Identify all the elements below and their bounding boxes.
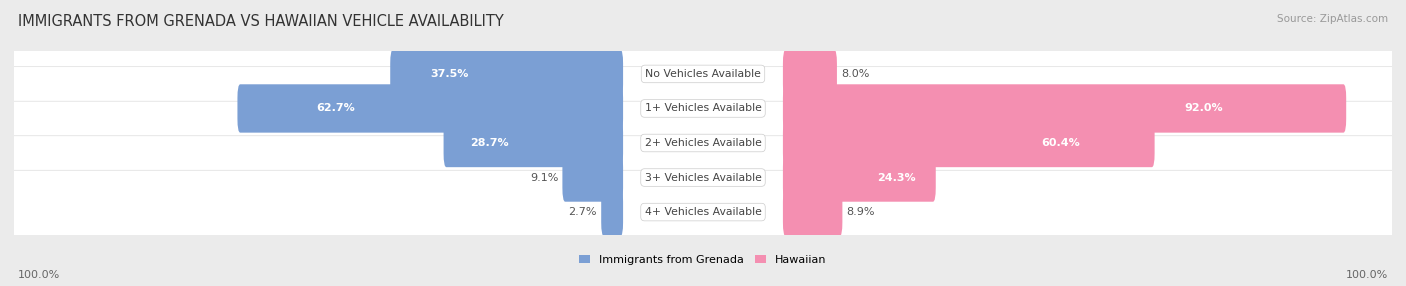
- Text: 2+ Vehicles Available: 2+ Vehicles Available: [644, 138, 762, 148]
- Text: 62.7%: 62.7%: [316, 104, 354, 114]
- FancyBboxPatch shape: [1, 170, 1405, 254]
- Text: 60.4%: 60.4%: [1040, 138, 1080, 148]
- FancyBboxPatch shape: [391, 50, 623, 98]
- FancyBboxPatch shape: [1, 32, 1405, 116]
- FancyBboxPatch shape: [783, 50, 837, 98]
- FancyBboxPatch shape: [783, 119, 1154, 167]
- Text: 100.0%: 100.0%: [1346, 270, 1388, 280]
- Text: 1+ Vehicles Available: 1+ Vehicles Available: [644, 104, 762, 114]
- Text: 8.9%: 8.9%: [846, 207, 875, 217]
- Text: 24.3%: 24.3%: [877, 172, 915, 182]
- Text: 92.0%: 92.0%: [1185, 104, 1223, 114]
- Text: No Vehicles Available: No Vehicles Available: [645, 69, 761, 79]
- Text: 4+ Vehicles Available: 4+ Vehicles Available: [644, 207, 762, 217]
- Text: 37.5%: 37.5%: [430, 69, 470, 79]
- Text: IMMIGRANTS FROM GRENADA VS HAWAIIAN VEHICLE AVAILABILITY: IMMIGRANTS FROM GRENADA VS HAWAIIAN VEHI…: [18, 14, 503, 29]
- Text: 8.0%: 8.0%: [841, 69, 869, 79]
- FancyBboxPatch shape: [783, 84, 1346, 133]
- Text: 100.0%: 100.0%: [18, 270, 60, 280]
- Text: 2.7%: 2.7%: [568, 207, 598, 217]
- FancyBboxPatch shape: [1, 101, 1405, 185]
- FancyBboxPatch shape: [783, 153, 936, 202]
- FancyBboxPatch shape: [602, 188, 623, 236]
- FancyBboxPatch shape: [443, 119, 623, 167]
- Text: 3+ Vehicles Available: 3+ Vehicles Available: [644, 172, 762, 182]
- Legend: Immigrants from Grenada, Hawaiian: Immigrants from Grenada, Hawaiian: [575, 250, 831, 269]
- FancyBboxPatch shape: [238, 84, 623, 133]
- FancyBboxPatch shape: [1, 67, 1405, 150]
- Text: 28.7%: 28.7%: [471, 138, 509, 148]
- Text: 9.1%: 9.1%: [530, 172, 558, 182]
- FancyBboxPatch shape: [1, 136, 1405, 219]
- FancyBboxPatch shape: [783, 188, 842, 236]
- Text: Source: ZipAtlas.com: Source: ZipAtlas.com: [1277, 14, 1388, 24]
- FancyBboxPatch shape: [562, 153, 623, 202]
